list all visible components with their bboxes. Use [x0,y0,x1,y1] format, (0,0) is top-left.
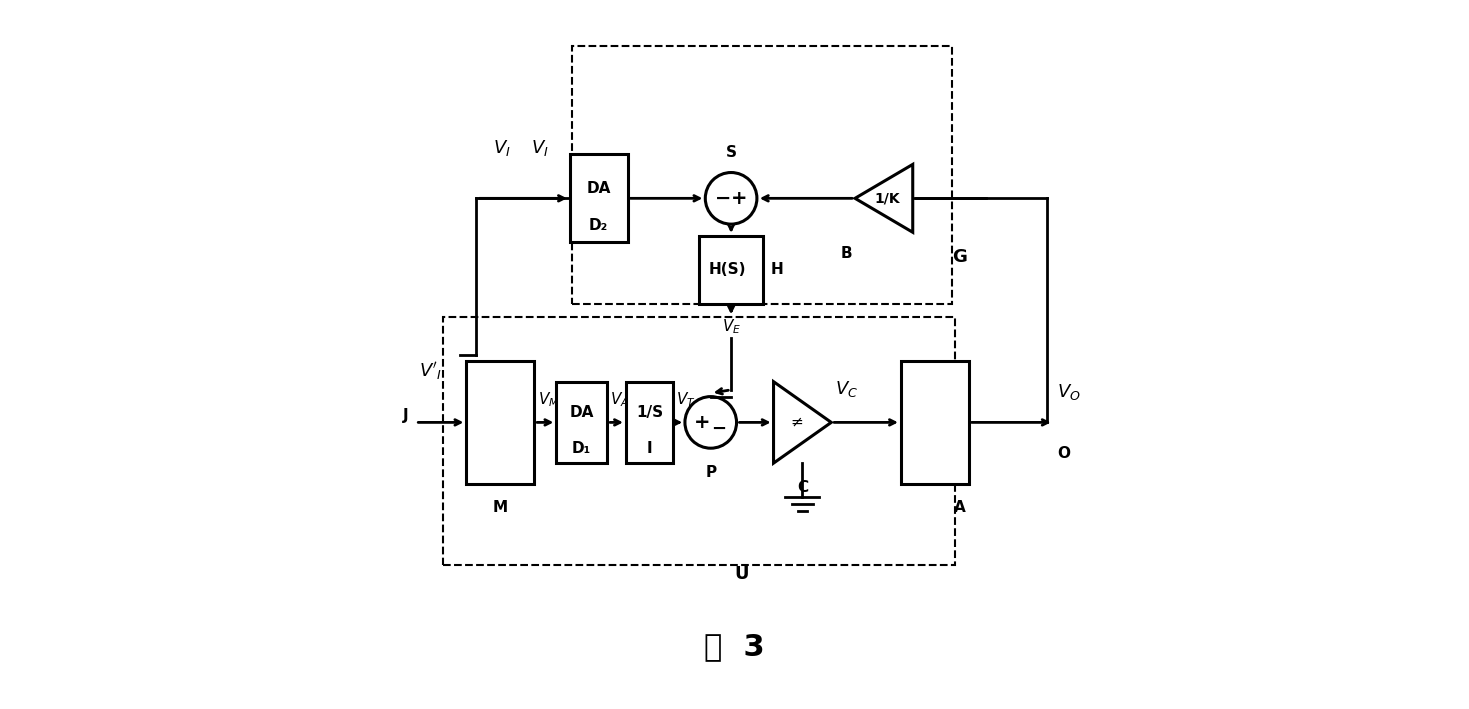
Text: $\neq$: $\neq$ [787,415,804,430]
Text: 1/S: 1/S [636,405,663,420]
Text: C: C [796,480,808,495]
Text: −: − [715,189,732,208]
Text: H: H [770,262,783,277]
Text: J: J [403,408,408,423]
Text: P: P [705,465,717,480]
Text: S: S [726,145,736,160]
Text: O: O [1058,446,1069,461]
Text: M: M [492,501,508,515]
Text: 1/K: 1/K [874,191,900,206]
FancyBboxPatch shape [699,235,764,303]
Text: G: G [952,248,967,267]
Text: U: U [734,565,749,583]
FancyBboxPatch shape [570,154,627,242]
FancyBboxPatch shape [557,381,607,463]
Text: −: − [711,420,727,438]
Text: A: A [953,501,965,515]
FancyBboxPatch shape [466,362,535,484]
Text: +: + [695,413,711,432]
Text: $V_O$: $V_O$ [1058,382,1081,402]
Text: B: B [842,246,852,261]
Text: +: + [732,189,748,208]
Text: $V_T$: $V_T$ [676,390,696,409]
Text: I: I [646,441,652,456]
FancyBboxPatch shape [626,381,673,463]
Text: $V_C$: $V_C$ [834,379,858,398]
Text: $V_E$: $V_E$ [721,317,740,336]
Text: D₂: D₂ [589,218,608,233]
Text: $V_A$: $V_A$ [610,390,629,409]
Text: D₁: D₁ [571,441,592,456]
Text: $V_I$: $V_I$ [494,138,511,157]
Text: $V'_I$: $V'_I$ [419,359,442,381]
Text: $V_M$: $V_M$ [538,390,558,409]
Text: DA: DA [570,405,593,420]
Text: H(S): H(S) [710,262,746,277]
Text: DA: DA [586,181,611,196]
Text: $V_I$: $V_I$ [530,138,548,157]
Text: 图  3: 图 3 [704,632,765,661]
FancyBboxPatch shape [900,362,968,484]
